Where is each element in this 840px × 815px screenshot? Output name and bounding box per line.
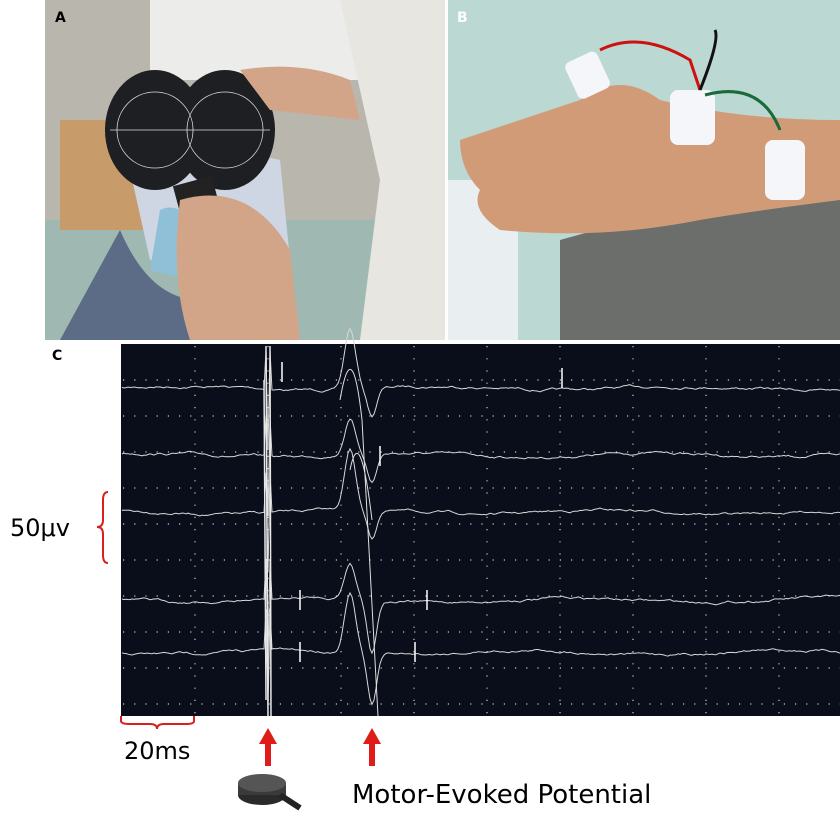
amplitude-label: 50μv — [10, 514, 70, 542]
figure: A B C 50μv 20ms Motor-Evoked Potential — [0, 0, 840, 815]
panel-label: B — [457, 10, 468, 26]
page: A B C 50μv 20ms Motor-Evoked Potential (… — [0, 0, 840, 815]
recording-area — [121, 344, 840, 716]
panel-label: A — [55, 10, 66, 26]
photo-a — [45, 0, 445, 340]
photo-b — [448, 0, 840, 340]
panel-label: C — [52, 348, 62, 364]
time-scale-bar — [121, 716, 194, 729]
time-label: 20ms — [124, 737, 190, 765]
amplitude-scale-bar — [97, 492, 108, 563]
annotation: Motor-Evoked Potential — [352, 780, 651, 810]
arrows — [259, 728, 381, 766]
coil-icon — [238, 774, 300, 808]
